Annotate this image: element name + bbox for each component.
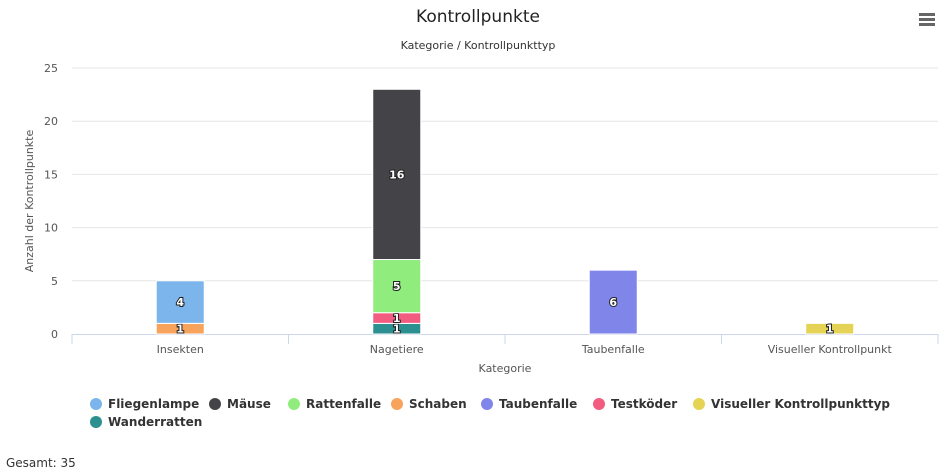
legend-marker[interactable] (288, 398, 300, 410)
bar-segment (805, 322, 855, 335)
x-tick-label: Nagetiere (370, 343, 424, 356)
y-tick-label: 15 (44, 168, 58, 181)
data-label: 1 (393, 312, 401, 325)
legend-marker[interactable] (593, 398, 605, 410)
y-tick-label: 20 (44, 115, 58, 128)
legend-marker[interactable] (481, 398, 493, 410)
legend-item[interactable]: Testköder (611, 397, 677, 411)
menu-icon-bar (919, 18, 935, 21)
y-tick-label: 5 (51, 275, 58, 288)
data-label: 4 (176, 296, 184, 309)
x-tick-label: Insekten (157, 343, 204, 356)
data-label: 1 (176, 323, 184, 336)
y-tick-label: 10 (44, 222, 58, 235)
bar-segment (155, 280, 205, 324)
bar-segment (588, 269, 638, 335)
chart-subtitle: Kategorie / Kontrollpunkttyp (401, 39, 556, 52)
bar-segment (372, 88, 422, 261)
legend-item[interactable]: Wanderratten (108, 415, 202, 429)
x-tick-label: Taubenfalle (581, 343, 645, 356)
chart-title: Kontrollpunkte (416, 7, 540, 27)
legend-marker[interactable] (209, 398, 221, 410)
legend-item[interactable]: Mäuse (227, 397, 271, 411)
legend-marker[interactable] (90, 416, 102, 428)
total-count: Gesamt: 35 (6, 456, 76, 470)
legend-item[interactable]: Rattenfalle (306, 397, 381, 411)
x-tick-label: Visueller Kontrollpunkt (768, 343, 893, 356)
legend-item[interactable]: Fliegenlampe (108, 397, 199, 411)
legend-item[interactable]: Schaben (409, 397, 467, 411)
legend-marker[interactable] (90, 398, 102, 410)
data-label: 16 (389, 168, 405, 181)
data-label: 1 (826, 323, 834, 336)
y-axis-title: Anzahl der Kontrollpunkte (23, 130, 36, 273)
data-label: 6 (609, 296, 617, 309)
legend-item[interactable]: Visueller Kontrollpunkttyp (711, 397, 890, 411)
legend-marker[interactable] (391, 398, 403, 410)
data-label: 1 (393, 323, 401, 336)
hamburger-menu-icon[interactable] (919, 13, 935, 26)
y-tick-label: 25 (44, 62, 58, 75)
menu-icon-bar (919, 23, 935, 26)
menu-icon-bar (919, 13, 935, 16)
legend-item[interactable]: Taubenfalle (499, 397, 577, 411)
y-tick-label: 0 (51, 328, 58, 341)
legend-marker[interactable] (693, 398, 705, 410)
x-axis-title: Kategorie (479, 362, 532, 375)
data-label: 5 (393, 280, 401, 293)
